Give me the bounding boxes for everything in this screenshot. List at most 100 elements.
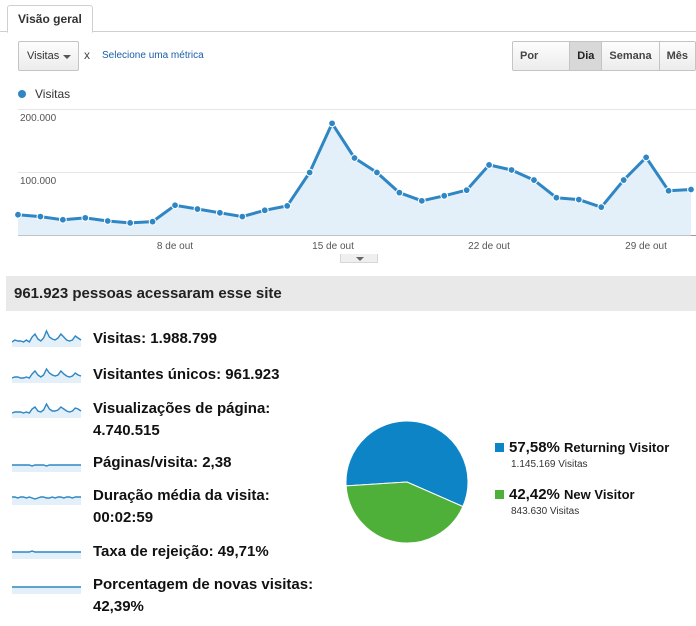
tab-strip: Visão geral [0, 0, 696, 33]
metric-value: 49,71% [217, 543, 269, 560]
sparkline [12, 586, 81, 594]
data-point[interactable] [552, 193, 561, 202]
sparkline-line [12, 496, 81, 500]
metric-label: Páginas/visita: [93, 454, 199, 471]
sparkline-area [12, 331, 81, 347]
x-tick-label: 22 de out [468, 241, 510, 252]
data-point[interactable] [395, 188, 404, 197]
sparkline-area [12, 587, 81, 594]
summary-headline: 961.923 pessoas acessaram esse site [6, 276, 696, 311]
y-tick-label: 100.000 [20, 176, 57, 187]
metric-value: 42,39% [93, 598, 144, 615]
chevron-down-icon [63, 55, 71, 59]
period-day-button[interactable]: Dia [570, 42, 603, 70]
data-point[interactable] [103, 217, 112, 225]
pie-percent: 42,42% [509, 486, 560, 503]
chart-resize-handle[interactable] [340, 254, 378, 263]
data-point[interactable] [328, 119, 336, 128]
sparkline [12, 367, 82, 383]
legend-swatch-new [495, 490, 504, 499]
metric-value: 00:02:59 [93, 509, 154, 526]
sparkline-area [12, 465, 81, 472]
data-point[interactable] [417, 196, 426, 205]
sparkline-area [12, 369, 81, 383]
tab-overview[interactable]: Visão geral [7, 5, 93, 33]
period-week-button[interactable]: Semana [602, 42, 660, 70]
visits-line-chart: 200.000 100.000 8 de out 15 de out 22 de… [14, 109, 696, 252]
metric-value: 2,38 [202, 454, 232, 471]
x-tick-label: 15 de out [312, 241, 354, 252]
metric-label: Visitantes únicos: [93, 366, 222, 383]
sparkline-line [12, 367, 82, 379]
visitor-type-pie-chart [345, 420, 469, 544]
data-point[interactable] [485, 161, 494, 169]
sparkline-line [12, 550, 81, 553]
metric-value: 961.923 [225, 366, 280, 383]
pie-slice[interactable] [345, 420, 469, 508]
data-point[interactable] [619, 176, 628, 184]
data-point[interactable] [193, 205, 202, 213]
data-point[interactable] [14, 210, 22, 219]
data-point[interactable] [36, 212, 45, 221]
data-point[interactable] [350, 154, 359, 162]
sparkline [12, 402, 82, 418]
metric-label: Visualizações de página: [93, 400, 271, 417]
data-point[interactable] [507, 166, 516, 174]
pie-slice[interactable] [345, 481, 464, 544]
period-hour-button[interactable]: Por hora [513, 42, 571, 70]
data-point[interactable] [530, 176, 538, 184]
pie-percent: 57,58% [509, 439, 560, 456]
metric-select[interactable]: Visitas [18, 41, 79, 71]
sparkline-area [12, 404, 81, 418]
chart-legend: Visitas [18, 87, 70, 101]
legend-dot-icon [18, 90, 26, 98]
metric-label: Duração média da visita: [93, 487, 270, 504]
period-month-button[interactable]: Mês [659, 42, 695, 70]
series-area [18, 123, 691, 236]
metric-label: Porcentagem de novas visitas: [93, 576, 314, 593]
data-point[interactable] [171, 201, 179, 210]
sparkline-area [12, 497, 81, 505]
y-tick-label: 200.000 [20, 113, 57, 124]
metric-select-value: Visitas [27, 50, 60, 62]
data-point[interactable] [260, 206, 269, 215]
remove-metric-button[interactable]: x [84, 48, 90, 62]
sparkline [12, 464, 81, 472]
pie-label: Returning Visitor [564, 440, 670, 455]
sparkline-line [12, 329, 82, 344]
pie-visits: 1.145.169 Visitas [511, 459, 588, 470]
data-point[interactable] [574, 195, 583, 204]
legend-label: Visitas [35, 87, 71, 101]
legend-swatch-returning [495, 443, 504, 452]
pie-label: New Visitor [564, 487, 635, 502]
data-point[interactable] [126, 219, 135, 227]
x-tick-label: 29 de out [625, 241, 667, 252]
data-point[interactable] [148, 217, 157, 226]
metric-label: Taxa de rejeição: [93, 543, 214, 560]
data-point[interactable] [81, 213, 90, 222]
metric-value: 1.988.799 [150, 330, 217, 347]
data-point[interactable] [664, 186, 673, 195]
data-point[interactable] [58, 215, 67, 224]
sparkline [12, 496, 81, 505]
data-point[interactable] [305, 168, 314, 177]
x-tick-label: 8 de out [157, 241, 193, 252]
sparkline [12, 550, 81, 559]
data-point[interactable] [440, 191, 449, 200]
data-point[interactable] [462, 186, 471, 195]
period-selector: Por hora Dia Semana Mês [512, 41, 696, 71]
sparkline-line [12, 402, 82, 414]
sparkline-line [12, 464, 81, 467]
data-point[interactable] [373, 168, 381, 177]
select-metric-link[interactable]: Selecione uma métrica [102, 50, 204, 61]
data-point[interactable] [283, 201, 292, 210]
data-point[interactable] [238, 212, 247, 221]
data-point[interactable] [687, 185, 695, 194]
metric-value: 4.740.515 [93, 422, 160, 439]
sparkline [12, 329, 82, 347]
metric-label: Visitas: [93, 330, 147, 347]
data-point[interactable] [642, 153, 651, 162]
data-point[interactable] [597, 203, 606, 212]
sparkline-area [12, 551, 81, 559]
data-point[interactable] [216, 208, 224, 217]
